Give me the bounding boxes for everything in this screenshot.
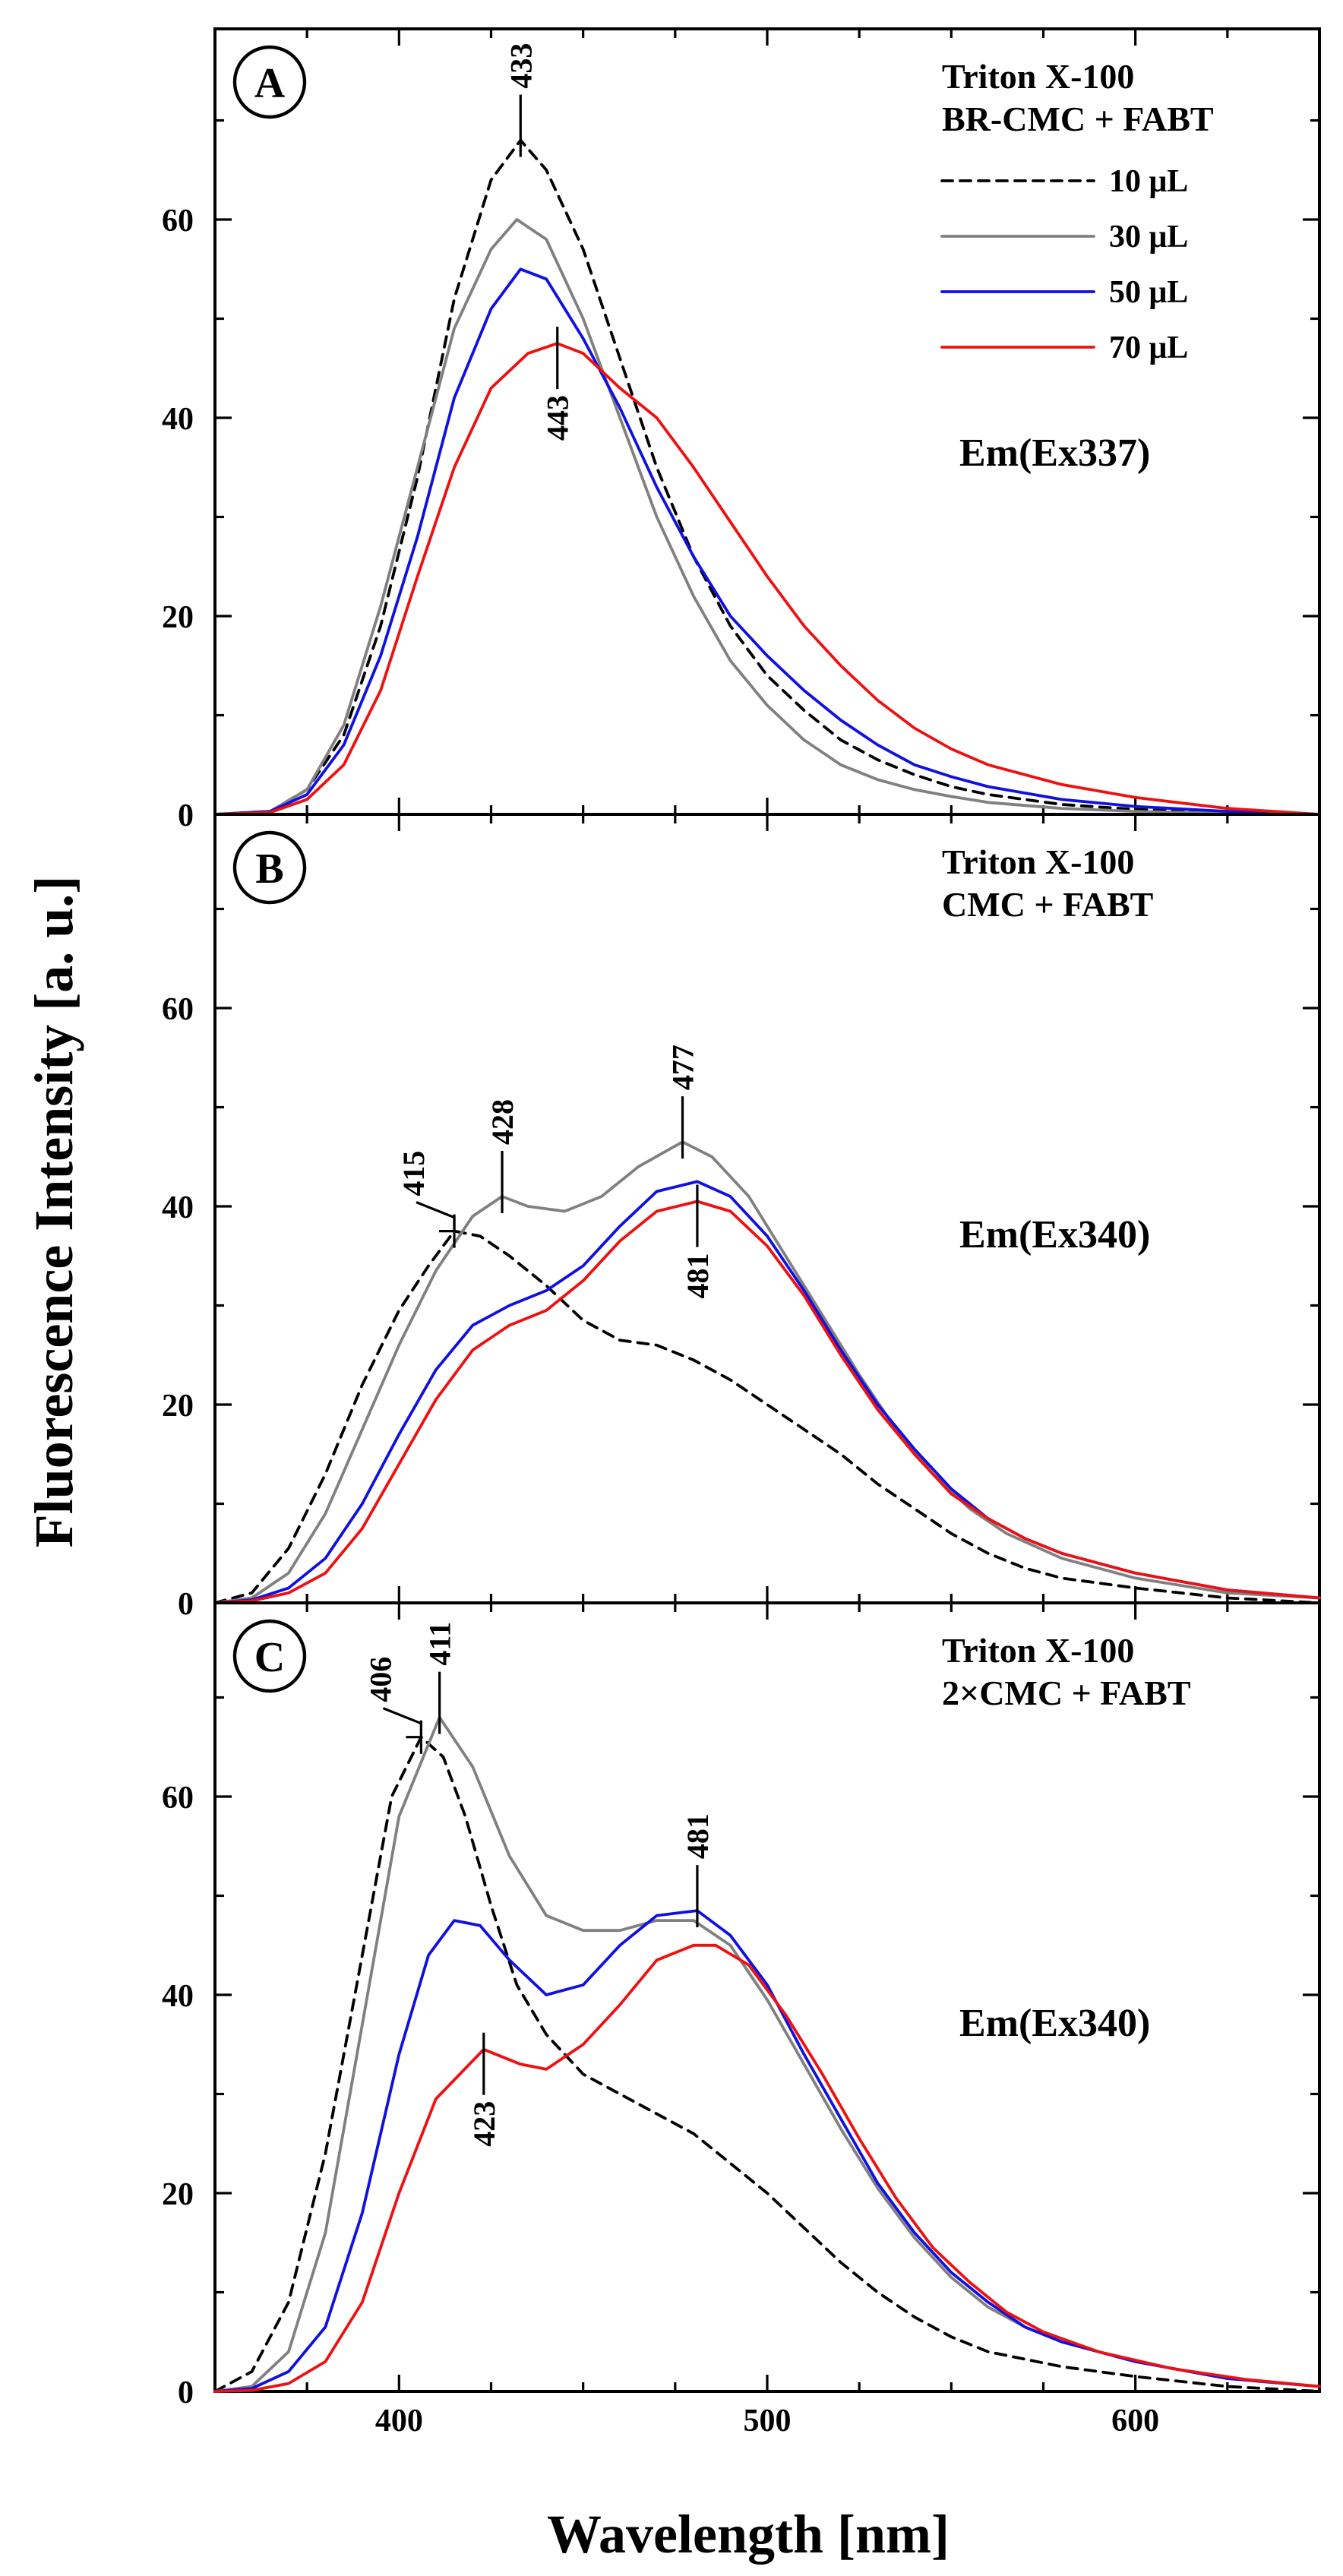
y-tick-label: 40	[162, 1979, 194, 2014]
peak-label: 433	[504, 43, 538, 89]
y-tick-label: 20	[162, 600, 194, 635]
peak-label: 477	[666, 1045, 700, 1090]
peak-label: 443	[541, 395, 575, 441]
excitation-label: Em(Ex337)	[959, 431, 1150, 475]
panel-a: 0 20 40 60 A Triton X-100 BR-CMC + FABT 10 μL 30…	[162, 27, 1321, 833]
y-tick-label: 40	[162, 1190, 194, 1225]
legend-title-line: Triton X-100	[942, 57, 1134, 96]
series-line-70ul	[213, 1943, 1321, 2393]
panel-frame	[213, 27, 1321, 816]
panel-frame	[213, 813, 1321, 1604]
x-tick-label: 400	[375, 2404, 423, 2439]
y-tick-label: 40	[162, 402, 194, 437]
legend-title-line: Triton X-100	[942, 842, 1134, 881]
panel-b: 0 20 40 60 B Triton X-100 CMC + FABT Em(Ex340) 4…	[162, 813, 1321, 1622]
peak-label: 415	[397, 1151, 431, 1196]
series-line-70ul	[213, 1199, 1321, 1604]
peak-label: 423	[467, 2101, 501, 2147]
panel-letter: A	[254, 60, 286, 107]
peak-label: 428	[485, 1099, 520, 1145]
series-line-70ul	[213, 342, 1321, 816]
y-tick-label: 20	[162, 1389, 194, 1424]
y-tick-label: 60	[162, 1781, 194, 1816]
legend-title-line: BR-CMC + FABT	[942, 100, 1214, 138]
panel-letter: C	[254, 1634, 285, 1681]
y-tick-label: 0	[178, 2375, 194, 2410]
excitation-label: Em(Ex340)	[959, 2002, 1150, 2045]
x-axis-title: Wavelength [nm]	[547, 2504, 950, 2565]
panel-c: 0 20 40 60 400 500 600 C Triton X-100 2×CMC + FAB…	[162, 1601, 1321, 2439]
legend-title-line: Triton X-100	[942, 1631, 1134, 1670]
x-tick-label: 500	[744, 2404, 792, 2439]
y-axis-title: Fluorescence Intensity [a. u.]	[24, 876, 84, 1548]
x-tick-label: 600	[1111, 2404, 1159, 2439]
excitation-label: Em(Ex340)	[959, 1213, 1150, 1256]
legend-label-30ul: 30 μL	[1109, 220, 1188, 254]
y-tick-label: 60	[162, 992, 194, 1027]
y-tick-label: 20	[162, 2177, 194, 2212]
legend-title-line: 2×CMC + FABT	[942, 1674, 1191, 1712]
legend-label-50ul: 50 μL	[1109, 275, 1188, 310]
y-tick-label: 0	[178, 1587, 194, 1622]
peak-label: 481	[681, 1253, 715, 1298]
legend-label-10ul: 10 μL	[1109, 164, 1188, 199]
panel-letter: B	[255, 845, 283, 893]
panel-label-circle	[232, 830, 307, 905]
legend-label-70ul: 70 μL	[1109, 330, 1188, 365]
series-line-30ul	[213, 218, 1321, 816]
series-line-10ul	[213, 138, 1321, 816]
legend-title-line: CMC + FABT	[942, 885, 1153, 924]
panel-label-circle	[232, 1619, 307, 1693]
panel-frame	[213, 1601, 1321, 2393]
y-tick-label: 60	[162, 204, 194, 239]
peak-leader	[416, 1201, 456, 1233]
series-line-30ul	[213, 1715, 1321, 2393]
peak-label: 481	[681, 1813, 715, 1859]
series-line-10ul	[213, 1735, 1321, 2393]
peak-label: 406	[363, 1657, 397, 1702]
series-line-50ul	[213, 1909, 1321, 2393]
series-line-30ul	[213, 1140, 1321, 1604]
series-line-50ul	[213, 267, 1321, 816]
y-tick-label: 0	[178, 798, 194, 833]
panel-label-circle	[232, 45, 307, 119]
peak-label: 411	[423, 1622, 457, 1666]
peak-leader	[382, 1707, 423, 1739]
series-line-10ul	[213, 1229, 1321, 1604]
